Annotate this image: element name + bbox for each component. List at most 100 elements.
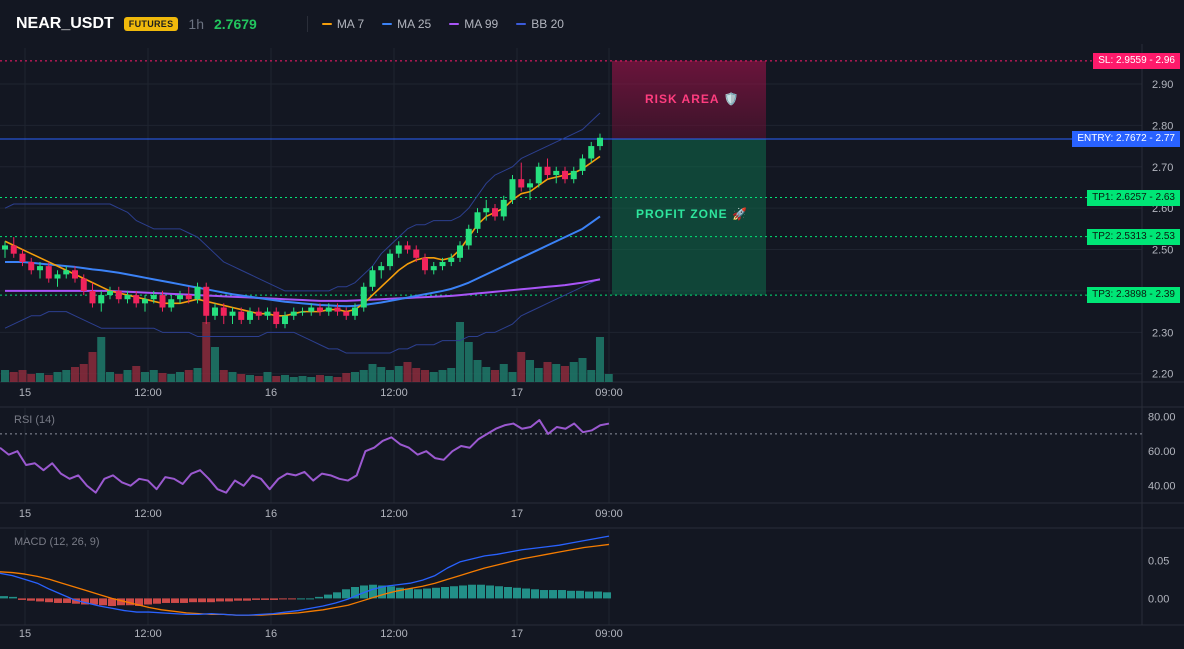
ma99-swatch-icon <box>449 23 460 25</box>
macd-histogram-bar <box>81 598 89 605</box>
risk-area-zone <box>612 60 766 139</box>
macd-histogram-bar <box>72 598 80 604</box>
macd-histogram-bar <box>180 598 188 603</box>
candle-body <box>80 278 87 291</box>
volume-bar <box>1 370 9 382</box>
volume-bar <box>342 373 351 382</box>
time-tick-label: 12:00 <box>134 628 162 640</box>
symbol-name[interactable]: NEAR_USDT <box>16 15 114 32</box>
volume-bar <box>324 376 333 382</box>
candle-body <box>115 290 122 300</box>
volume-bar <box>517 352 526 382</box>
candle-body <box>597 137 603 147</box>
price-tick-label: 2.90 <box>1152 79 1173 91</box>
macd-histogram-bar <box>162 598 170 603</box>
candle-body <box>238 311 245 320</box>
time-tick-label: 15 <box>19 628 31 640</box>
macd-histogram-bar <box>558 590 566 599</box>
volume-bar <box>44 375 53 382</box>
legend-ma99[interactable]: MA 99 <box>449 17 498 31</box>
candle-body <box>107 290 113 296</box>
macd-histogram-bar <box>216 598 224 602</box>
candle-body <box>500 199 507 217</box>
timeframe-label[interactable]: 1h <box>188 16 204 32</box>
time-tick-label: 15 <box>19 387 31 399</box>
ma7-swatch-icon <box>321 23 332 25</box>
macd-histogram-bar <box>225 598 233 602</box>
legend-ma7[interactable]: MA 7 <box>321 17 364 31</box>
candle-body <box>422 257 428 271</box>
legend-bb20[interactable]: BB 20 <box>516 17 564 31</box>
time-tick-label: 12:00 <box>380 508 408 520</box>
legend-ma25[interactable]: MA 25 <box>382 17 431 31</box>
macd-histogram-bar <box>297 598 305 600</box>
candle-body <box>518 179 525 188</box>
volume-bar <box>228 372 237 382</box>
take-profit-2-tag: TP2: 2.5313 - 2.53 <box>1087 228 1180 245</box>
macd-histogram-bar <box>333 592 341 599</box>
candle-body <box>19 253 26 262</box>
macd-histogram-bar <box>54 598 62 603</box>
time-tick-label: 12:00 <box>380 387 408 399</box>
macd-histogram-bar <box>144 598 152 605</box>
ma99-line <box>5 278 601 302</box>
macd-histogram-bar <box>153 598 161 604</box>
candle-body <box>352 307 358 316</box>
macd-histogram-bar <box>585 591 593 599</box>
time-tick-label: 15 <box>19 508 31 520</box>
time-tick-label: 12:00 <box>380 628 408 640</box>
macd-histogram-bar <box>9 596 17 599</box>
macd-histogram-bar <box>0 596 8 599</box>
volume-bar <box>298 376 307 382</box>
candle-body <box>168 299 175 308</box>
macd-histogram-bar <box>171 598 179 603</box>
macd-histogram-bar <box>432 587 440 599</box>
macd-histogram-bar <box>306 598 314 600</box>
volume-bar <box>438 370 447 382</box>
macd-histogram-bar <box>405 588 413 599</box>
macd-histogram-bar <box>324 594 332 599</box>
entry-tag: ENTRY: 2.7672 - 2.77 <box>1072 130 1180 147</box>
macd-histogram-bar <box>270 598 278 600</box>
macd-histogram-bar <box>126 598 134 606</box>
price-tick-label: 2.70 <box>1152 162 1173 174</box>
candle-body <box>98 295 105 304</box>
volume-bar <box>508 372 517 382</box>
candle-body <box>509 179 516 200</box>
volume-bar <box>193 368 202 382</box>
candle-body <box>553 170 560 176</box>
macd-histogram-bar <box>198 598 206 603</box>
time-tick-label: 12:00 <box>134 387 162 399</box>
macd-histogram-bar <box>243 598 251 601</box>
macd-histogram-bar <box>378 585 386 599</box>
candle-body <box>194 286 201 300</box>
candle-body <box>142 299 148 304</box>
candle-body <box>299 311 306 313</box>
futures-badge: FUTURES <box>123 17 179 31</box>
volume-bar <box>351 372 359 382</box>
macd-histogram-bar <box>459 585 467 599</box>
candle-body <box>282 315 288 325</box>
macd-histogram-bar <box>513 587 521 599</box>
macd-histogram-bar <box>288 598 296 600</box>
candle-body <box>369 270 376 287</box>
price-tick-label: 2.80 <box>1152 120 1173 132</box>
candle-body <box>588 146 595 159</box>
macd-histogram-bar <box>540 590 548 599</box>
macd-histogram-bar <box>450 586 458 599</box>
candle-body <box>72 270 78 279</box>
risk-area-label: RISK AREA 🛡️ <box>645 91 740 106</box>
candle-body <box>413 249 420 258</box>
volume-bar <box>429 372 438 382</box>
volume-bar <box>289 377 298 382</box>
candle-body <box>290 311 297 316</box>
price-tick-label: 2.20 <box>1152 369 1173 381</box>
volume-bar <box>79 364 88 382</box>
macd-histogram-bar <box>567 590 575 599</box>
macd-histogram-bar <box>135 598 143 606</box>
volume-bar <box>543 362 552 382</box>
candle-body <box>255 311 262 316</box>
candle-body <box>177 295 183 300</box>
